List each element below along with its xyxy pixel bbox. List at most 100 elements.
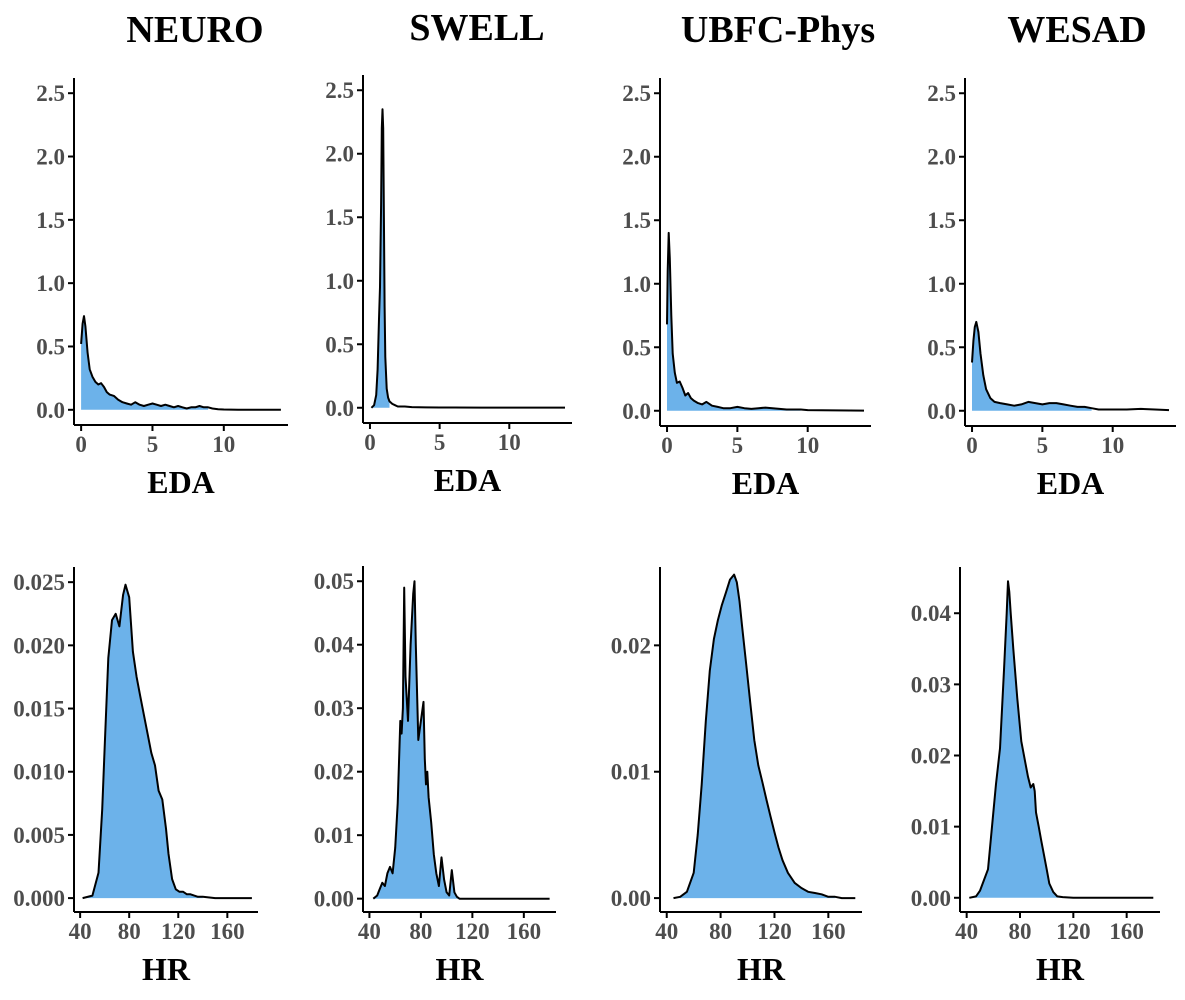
panel-hr-wesad-y-tick-label: 0.01: [911, 815, 951, 840]
panel-hr-neuro-x-tick-label: 160: [210, 919, 245, 944]
panel-eda-neuro-y-tick-label: 2.0: [36, 145, 65, 170]
panel-hr-swell-y-tick-label: 0.02: [314, 760, 354, 785]
panel-eda-wesad-y-tick-label: 2.5: [927, 81, 956, 106]
panel-eda-wesad-y-tick-label: 0.5: [927, 335, 956, 360]
panel-hr-ubfc-phys-x-axis-title: HR: [737, 951, 786, 987]
panel-hr-neuro-y-tick-label: 0.015: [13, 697, 65, 722]
panel-eda-swell-density-line: [370, 108, 565, 409]
panel-hr-neuro: 0.000 0.005 0.010 0.015 0.020 0.025 40 80 120 160…: [13, 567, 258, 987]
panel-eda-neuro-y-tick-label: 0.5: [36, 334, 65, 359]
panel-eda-swell-x-tick-label: 0: [364, 430, 376, 455]
panel-eda-neuro-x-tick-label: 5: [147, 432, 159, 457]
panel-eda-wesad-x-tick-label: 5: [1037, 433, 1049, 458]
panel-eda-wesad-y-tick-label: 1.0: [927, 272, 956, 297]
panel-hr-wesad-x-tick-label: 160: [1109, 919, 1144, 944]
column-title-neuro: NEURO: [126, 9, 263, 51]
panel-eda-neuro-x-tick-label: 10: [212, 432, 235, 457]
panel-eda-ubfc-phys-density-line: [666, 231, 865, 412]
panel-eda-neuro: 0.0 0.5 1.0 1.5 2.0 2.5 0 5 10 EDA: [36, 78, 288, 500]
panel-hr-neuro-density-line: [82, 583, 252, 900]
column-title-wesad: WESAD: [1007, 9, 1146, 51]
panel-eda-wesad-x-tick-label: 10: [1101, 433, 1124, 458]
panel-eda-wesad-density-fill: [972, 321, 1092, 411]
panel-eda-neuro-density-fill: [81, 316, 209, 410]
panel-eda-neuro-density-line: [80, 315, 281, 411]
column-title-ubfc-phys: UBFC-Phys: [681, 9, 875, 51]
panel-eda-ubfc-phys: 0.0 0.5 1.0 1.5 2.0 2.5 0 5 10 EDA: [622, 78, 871, 501]
panel-hr-wesad-x-tick-label: 120: [1056, 919, 1091, 944]
panel-hr-swell-y-tick-label: 0.03: [314, 696, 354, 721]
panel-hr-ubfc-phys-density-line: [673, 573, 856, 900]
panel-hr-neuro-x-tick-label: 120: [161, 919, 196, 944]
panel-eda-wesad-x-axis-title: EDA: [1037, 465, 1105, 501]
panel-eda-swell-y-tick-label: 0.5: [325, 332, 354, 357]
panel-hr-swell: 0.00 0.01 0.02 0.03 0.04 0.05 40 80 120 160 HR: [314, 566, 556, 987]
panel-hr-wesad-x-tick-label: 40: [955, 919, 978, 944]
panel-eda-wesad-y-tick-label: 0.0: [927, 399, 956, 424]
panel-eda-neuro-y-tick-label: 1.0: [36, 271, 65, 296]
panel-eda-swell-y-tick-label: 1.5: [325, 205, 354, 230]
panel-hr-neuro-y-tick-label: 0.000: [13, 886, 65, 911]
panel-hr-ubfc-phys-x-tick-label: 80: [709, 919, 732, 944]
panel-eda-ubfc-phys-y-tick-label: 1.0: [622, 272, 651, 297]
panel-hr-swell-density-line: [372, 580, 550, 900]
panel-hr-neuro-y-tick-label: 0.005: [13, 823, 65, 848]
panel-hr-swell-x-tick-label: 160: [507, 919, 542, 944]
panel-eda-ubfc-phys-y-tick-label: 0.5: [622, 335, 651, 360]
panel-hr-ubfc-phys-x-tick-label: 40: [655, 919, 678, 944]
panel-eda-neuro-y-tick-label: 0.0: [36, 398, 65, 423]
panel-hr-swell-y-tick-label: 0.04: [314, 633, 355, 658]
panel-hr-wesad-x-axis-title: HR: [1036, 951, 1085, 987]
panel-eda-swell-x-axis-title: EDA: [434, 462, 502, 498]
panel-hr-ubfc-phys-y-tick-label: 0.02: [611, 633, 651, 658]
panel-eda-ubfc-phys-y-tick-label: 2.0: [622, 145, 651, 170]
panel-eda-swell-y-tick-label: 2.0: [325, 142, 354, 167]
panel-hr-swell-y-tick-label: 0.00: [314, 887, 354, 912]
column-title-swell: SWELL: [409, 7, 544, 49]
panel-hr-wesad-y-tick-label: 0.00: [911, 886, 951, 911]
panel-hr-wesad-y-tick-label: 0.03: [911, 672, 951, 697]
panel-hr-wesad-density-fill: [969, 581, 1063, 898]
panel-hr-wesad-x-tick-label: 80: [1009, 919, 1032, 944]
panel-hr-ubfc-phys-x-tick-label: 120: [757, 919, 792, 944]
panel-eda-neuro-y-tick-label: 2.5: [36, 81, 65, 106]
panel-hr-wesad-y-tick-label: 0.02: [911, 744, 951, 769]
panel-eda-wesad-x-tick-label: 0: [966, 433, 978, 458]
panel-eda-swell-x-tick-label: 5: [434, 430, 446, 455]
panel-hr-neuro-x-tick-label: 80: [118, 919, 141, 944]
panel-eda-ubfc-phys-x-tick-label: 10: [796, 433, 819, 458]
panel-hr-ubfc-phys-y-tick-label: 0.01: [611, 760, 651, 785]
panel-hr-swell-x-tick-label: 80: [409, 919, 432, 944]
panel-hr-swell-density-fill: [373, 581, 460, 899]
panel-eda-neuro-x-axis-title: EDA: [147, 464, 215, 500]
panel-hr-neuro-x-tick-label: 40: [69, 919, 92, 944]
panel-hr-swell-x-tick-label: 120: [455, 919, 490, 944]
panel-eda-swell-y-tick-label: 0.0: [325, 396, 354, 421]
panel-hr-neuro-y-tick-label: 0.010: [13, 760, 65, 785]
panel-hr-wesad: 0.00 0.01 0.02 0.03 0.04 40 80 120 160 HR: [911, 567, 1160, 987]
panel-eda-swell: 0.0 0.5 1.0 1.5 2.0 2.5 0 5 10 EDA: [325, 75, 572, 498]
panel-hr-neuro-x-axis-title: HR: [142, 951, 191, 987]
panel-hr-ubfc-phys-x-tick-label: 160: [811, 919, 846, 944]
panel-eda-neuro-y-tick-label: 1.5: [36, 208, 65, 233]
panel-hr-ubfc-phys-density-fill: [673, 574, 836, 899]
panel-hr-wesad-y-tick-label: 0.04: [911, 601, 952, 626]
panel-hr-ubfc-phys-y-tick-label: 0.00: [611, 886, 651, 911]
panel-hr-wesad-density-line: [969, 580, 1154, 899]
panel-eda-ubfc-phys-y-tick-label: 2.5: [622, 81, 651, 106]
panel-eda-wesad: 0.0 0.5 1.0 1.5 2.0 2.5 0 5 10 EDA: [927, 78, 1176, 501]
panel-eda-wesad-density-line: [971, 320, 1170, 412]
panel-hr-swell-y-tick-label: 0.01: [314, 823, 354, 848]
panel-eda-neuro-x-tick-label: 0: [75, 432, 87, 457]
panel-eda-ubfc-phys-y-tick-label: 1.5: [622, 208, 651, 233]
panel-hr-neuro-density-fill: [82, 584, 203, 899]
panel-hr-swell-x-tick-label: 40: [358, 919, 381, 944]
panel-hr-swell-x-axis-title: HR: [436, 951, 485, 987]
panel-eda-ubfc-phys-y-tick-label: 0.0: [622, 399, 651, 424]
panel-eda-swell-x-tick-label: 10: [498, 430, 521, 455]
panel-eda-wesad-y-tick-label: 1.5: [927, 208, 956, 233]
panel-eda-ubfc-phys-x-tick-label: 0: [661, 433, 673, 458]
panel-hr-neuro-y-tick-label: 0.025: [13, 570, 65, 595]
panels-group: 0.0 0.5 1.0 1.5 2.0 2.5 0 5 10 EDA 0.0 0.5 1.0 1.5 2.0…: [13, 75, 1176, 987]
panel-eda-ubfc-phys-density-fill: [667, 232, 801, 411]
